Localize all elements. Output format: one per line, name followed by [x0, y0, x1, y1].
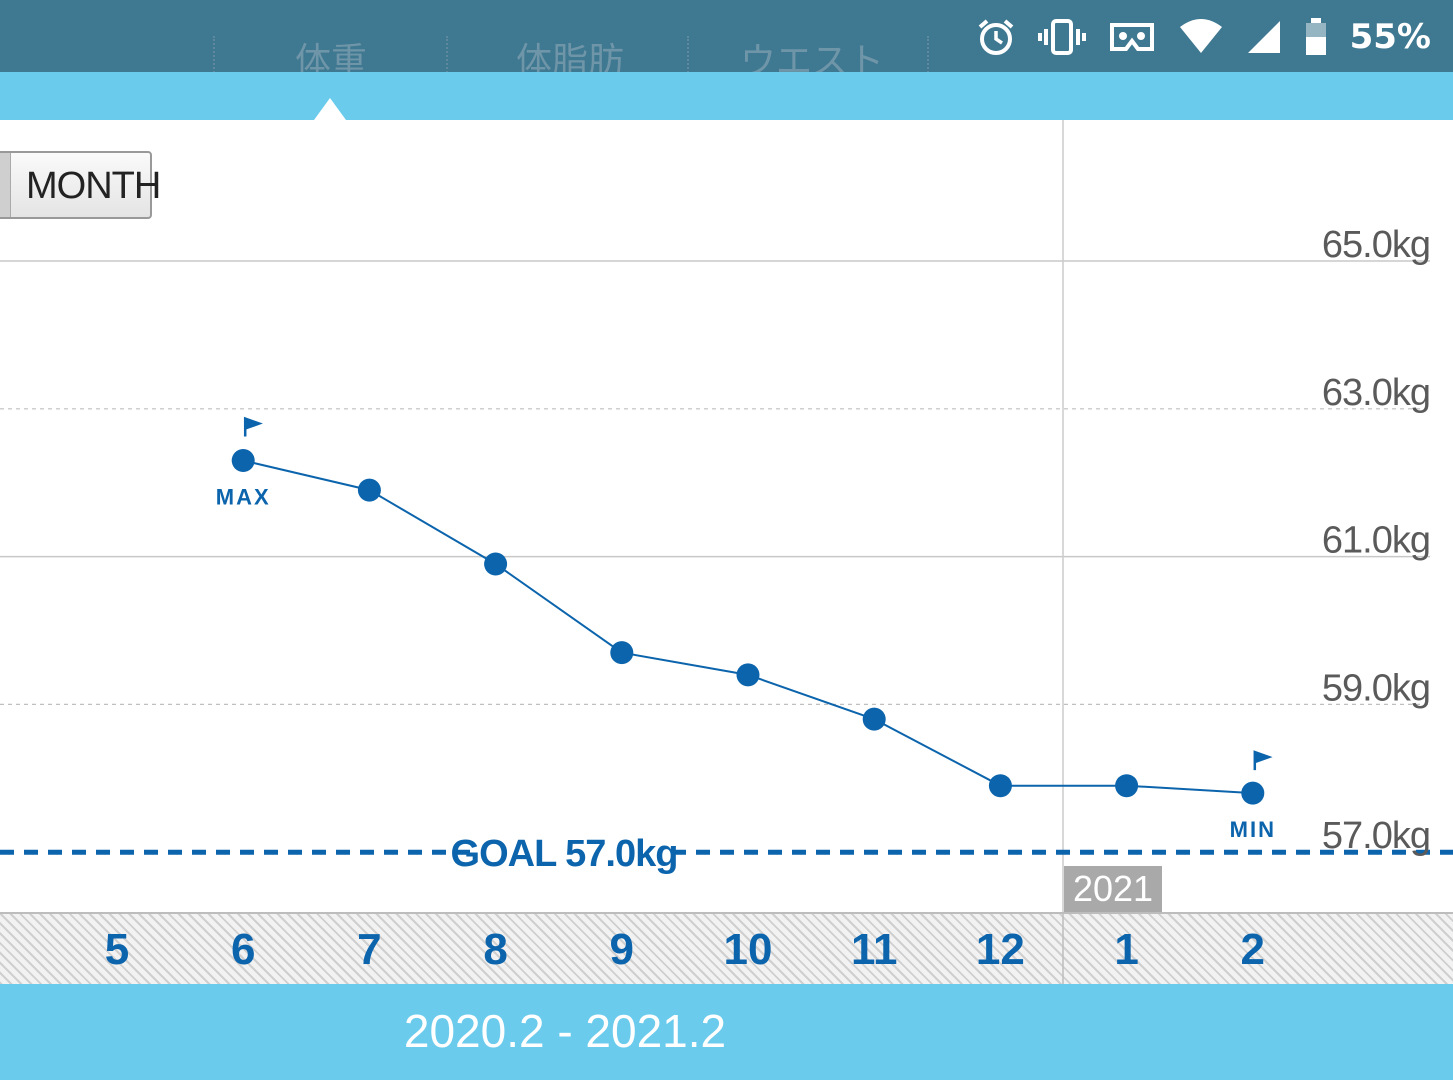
weight-series — [232, 449, 1265, 805]
x-tick-label: 8 — [483, 925, 507, 974]
vr-icon — [1108, 17, 1156, 57]
x-tick-label: 1 — [1114, 925, 1138, 974]
status-bar: 体重 体脂肪 ウエスト 55% — [0, 0, 1453, 72]
chart-grid — [0, 120, 1430, 912]
weight-data-point — [1241, 782, 1264, 805]
x-tick-label: 6 — [231, 925, 255, 974]
x-tick-label: 12 — [976, 925, 1025, 974]
x-axis-labels: 5 6 7 8 9 10 11 12 1 2 — [0, 914, 1453, 984]
min-label: MIN — [1230, 817, 1276, 842]
max-flag-icon — [245, 419, 259, 437]
weight-data-point — [863, 708, 886, 731]
weight-chart: GOAL 57.0kg 65.0kg 63.0kg 61.0kg 59.0kg 57.0… — [0, 120, 1453, 912]
y-tick-label: 59.0kg — [1322, 667, 1430, 709]
y-tick-label: 61.0kg — [1322, 520, 1430, 562]
weight-data-point — [484, 552, 507, 575]
selected-tab-pointer — [314, 98, 346, 120]
battery-icon — [1304, 17, 1328, 57]
alarm-icon — [976, 17, 1016, 57]
x-tick-label: 11 — [851, 925, 898, 974]
vibrate-icon — [1038, 17, 1086, 57]
month-button-label: MONTH — [26, 165, 160, 208]
weight-data-point — [1115, 774, 1138, 797]
goal-label: GOAL 57.0kg — [451, 833, 678, 875]
x-axis-strip[interactable]: 5 6 7 8 9 10 11 12 1 2 — [0, 912, 1453, 984]
weight-series-line — [243, 461, 1253, 794]
signal-icon — [1246, 17, 1282, 57]
month-period-button[interactable]: MONTH — [0, 151, 152, 219]
x-tick-label: 5 — [105, 925, 129, 974]
weight-data-point — [737, 663, 760, 686]
tab-bar — [0, 72, 1453, 120]
max-label: MAX — [216, 485, 271, 510]
weight-data-point — [989, 774, 1012, 797]
status-icons: 55% — [976, 12, 1431, 62]
weight-data-point — [232, 449, 255, 472]
y-tick-label: 65.0kg — [1322, 224, 1430, 266]
x-tick-label: 7 — [357, 925, 381, 974]
date-range-label: 2020.2 - 2021.2 — [0, 1004, 1130, 1058]
weight-data-point — [610, 641, 633, 664]
battery-percent: 55% — [1350, 17, 1431, 57]
y-axis-ticks: 65.0kg 63.0kg 61.0kg 59.0kg 57.0kg — [1322, 224, 1430, 857]
y-tick-label: 57.0kg — [1322, 815, 1430, 857]
min-flag-icon — [1255, 752, 1269, 770]
period-button-edge — [0, 153, 11, 217]
weight-data-point — [358, 479, 381, 502]
x-tick-label: 2 — [1241, 925, 1265, 974]
year-badge: 2021 — [1064, 866, 1162, 912]
x-tick-label: 9 — [610, 925, 634, 974]
y-tick-label: 63.0kg — [1322, 372, 1430, 414]
wifi-icon — [1178, 17, 1224, 57]
x-tick-label: 10 — [724, 925, 773, 974]
